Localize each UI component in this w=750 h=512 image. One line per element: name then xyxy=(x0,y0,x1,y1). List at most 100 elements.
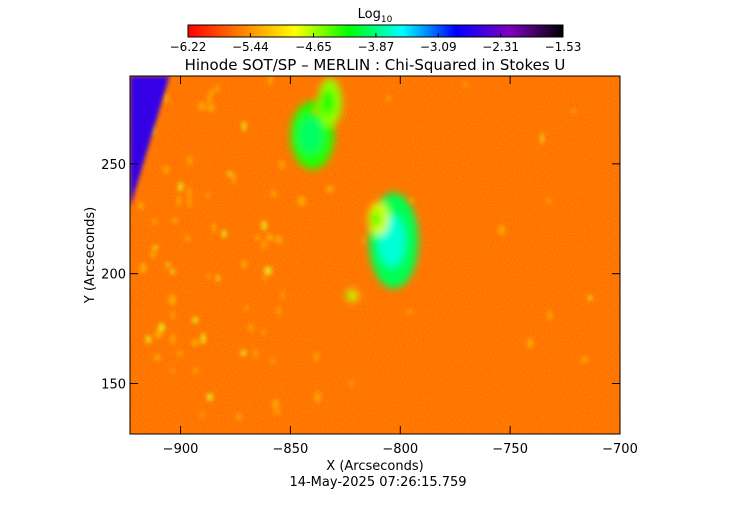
speckle xyxy=(265,233,274,242)
plot-frame xyxy=(129,75,621,435)
speckle xyxy=(207,103,215,112)
speckle xyxy=(205,191,210,199)
speckle xyxy=(547,310,553,321)
speckle xyxy=(463,82,468,88)
speckle xyxy=(276,305,281,316)
speckle xyxy=(254,234,260,241)
speckle xyxy=(168,293,176,306)
speckle xyxy=(236,413,243,420)
speckle xyxy=(385,95,392,102)
speckle xyxy=(209,89,215,96)
speckle xyxy=(297,196,306,207)
x-tick-label: −700 xyxy=(602,442,638,457)
speckle xyxy=(145,335,152,344)
speckle xyxy=(170,333,175,345)
y-tick-label: 150 xyxy=(101,377,126,392)
colorbar-tick-label: −1.53 xyxy=(545,40,582,54)
speckle xyxy=(314,391,321,403)
speckle xyxy=(312,108,318,115)
speckle xyxy=(271,189,277,198)
speckle xyxy=(215,85,220,92)
speckle xyxy=(241,121,247,132)
timestamp: 14-May-2025 07:26:15.759 xyxy=(289,475,466,490)
speckle xyxy=(362,236,366,245)
y-tick-label: 200 xyxy=(101,268,126,283)
x-tick-label: −800 xyxy=(382,442,418,457)
colorbar-tick-label: −6.22 xyxy=(170,40,207,54)
speckle xyxy=(408,198,415,204)
plot-image xyxy=(130,76,620,434)
speckle xyxy=(187,186,192,199)
speckle xyxy=(193,367,198,374)
colorbar: Log10 −6.22 −5.44 −4.65 −3.87 −3.09 −2.31 −1.5… xyxy=(170,7,582,54)
colorbar-title: Log10 xyxy=(358,7,393,25)
x-tick-label: −850 xyxy=(273,442,309,457)
speckle xyxy=(240,350,247,356)
speckle xyxy=(326,185,334,194)
speckle xyxy=(153,354,162,361)
speckle xyxy=(152,245,158,250)
limb-region xyxy=(130,76,170,208)
speckle xyxy=(248,323,253,333)
speckle xyxy=(206,94,212,103)
speckle xyxy=(263,276,267,282)
speckle xyxy=(206,393,214,402)
x-tick-label: −750 xyxy=(492,442,528,457)
speckle xyxy=(232,172,236,185)
speckle xyxy=(527,337,534,349)
colorbar-tick-label: −2.31 xyxy=(482,40,519,54)
speckle xyxy=(178,182,184,192)
speckle xyxy=(155,327,162,340)
speckle xyxy=(546,197,551,204)
speckle xyxy=(139,262,147,274)
speckle xyxy=(216,274,220,283)
speckle xyxy=(200,410,205,419)
feature-core xyxy=(370,209,382,228)
speckle xyxy=(279,160,285,170)
speckle xyxy=(197,102,206,111)
speckle xyxy=(264,266,273,276)
colorbar-tick-label: −3.09 xyxy=(420,40,457,54)
feature-core xyxy=(346,292,354,299)
speckle xyxy=(171,310,175,320)
speckle xyxy=(212,221,216,234)
speckle xyxy=(350,379,354,387)
speckle xyxy=(571,108,577,114)
speckle xyxy=(165,262,171,267)
x-axis: −900 −850 −800 −750 −700 xyxy=(163,76,638,457)
speckle xyxy=(271,399,280,410)
speckle xyxy=(138,202,144,210)
speckle xyxy=(200,332,206,345)
speckle xyxy=(150,249,156,259)
speckle xyxy=(206,273,211,280)
speckle xyxy=(172,217,178,225)
speckle xyxy=(540,133,544,144)
speckle xyxy=(267,76,274,85)
speckle xyxy=(170,368,175,373)
speckle xyxy=(407,308,413,314)
speckle xyxy=(253,349,258,358)
y-axis-label: Y (Arcseconds) xyxy=(83,207,98,304)
speckle xyxy=(580,356,589,363)
speckle xyxy=(176,351,183,356)
speckle xyxy=(191,338,199,347)
colorbar-tick-label: −3.87 xyxy=(358,40,395,54)
speckle xyxy=(261,329,266,337)
speckle xyxy=(280,290,285,300)
colorbar-tick-label: −5.44 xyxy=(232,40,269,54)
y-tick-label: 250 xyxy=(101,158,126,173)
speckle xyxy=(261,220,267,231)
speckle xyxy=(184,236,191,241)
speckle xyxy=(244,305,249,312)
speckle xyxy=(241,260,247,269)
speckle xyxy=(176,195,182,206)
speckle xyxy=(163,165,169,175)
speckle xyxy=(221,229,227,238)
speckle xyxy=(152,218,157,226)
speckle xyxy=(274,409,281,415)
speckle xyxy=(498,225,505,236)
speckle xyxy=(170,268,175,275)
x-tick-label: −900 xyxy=(163,442,199,457)
chart-title: Hinode SOT/SP – MERLIN : Chi-Squared in … xyxy=(185,56,566,74)
